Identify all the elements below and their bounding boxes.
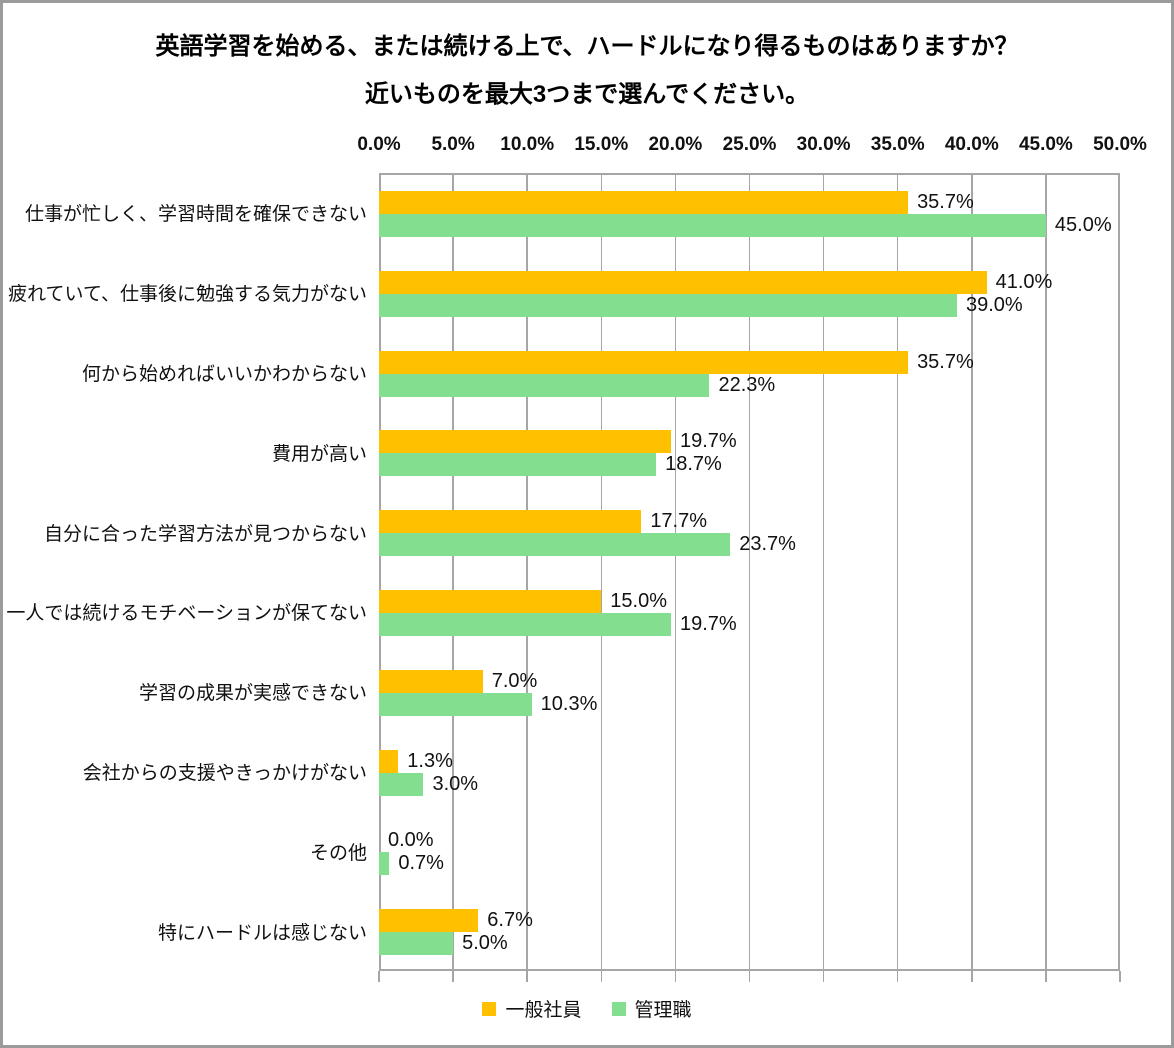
- axis-tick-mark: [452, 971, 454, 982]
- category-label: 仕事が忙しく、学習時間を確保できない: [24, 204, 367, 226]
- legend-item-general: 一般社員: [482, 995, 582, 1022]
- value-label: 3.0%: [432, 772, 479, 795]
- category-label: 疲れていて、仕事後に勉強する気力がない: [8, 284, 367, 306]
- value-label: 1.3%: [407, 749, 453, 772]
- legend-swatch-general-icon: [482, 1001, 497, 1016]
- gridline: [452, 175, 454, 969]
- legend-label-manager: 管理職: [634, 1000, 692, 1021]
- axis-tick-mark: [378, 971, 380, 982]
- axis-tick-mark: [600, 971, 603, 982]
- category-label: 費用が高い: [271, 443, 367, 465]
- x-tick-label: 50.0%: [1093, 134, 1147, 155]
- value-label: 15.0%: [610, 590, 668, 612]
- bar-general-employee: [379, 669, 483, 693]
- chart-title-line1: 英語学習を始める、または続ける上で、ハードルになり得るものはありますか？: [155, 33, 1019, 60]
- x-tick-label: 35.0%: [870, 134, 925, 155]
- value-label: 22.3%: [718, 373, 776, 396]
- axis-tick-mark: [526, 971, 528, 982]
- x-tick-label: 30.0%: [796, 134, 851, 155]
- gridline: [600, 175, 603, 969]
- bar-general-employee: [379, 909, 479, 933]
- value-label: 5.0%: [462, 932, 508, 955]
- chart-title: 英語学習を始める、または続ける上で、ハードルになり得るものはありますか？ 近いも…: [3, 23, 1171, 119]
- legend-swatch-manager-icon: [611, 1001, 626, 1016]
- bar-manager: [379, 293, 957, 317]
- axis-tick-mark: [971, 971, 973, 982]
- bar-manager: [379, 852, 390, 876]
- bar-manager: [379, 772, 424, 796]
- value-label: 18.7%: [665, 453, 722, 476]
- value-label: 41.0%: [995, 270, 1053, 293]
- gridline: [748, 175, 751, 969]
- bar-manager: [379, 692, 532, 716]
- gridline: [896, 175, 899, 969]
- value-label: 0.0%: [388, 829, 434, 852]
- value-label: 35.7%: [917, 350, 974, 373]
- bar-general-employee: [379, 510, 642, 534]
- category-label: 一人では続けるモチベーションが保てない: [6, 603, 367, 625]
- x-tick-label: 10.0%: [500, 134, 555, 155]
- value-label: 7.0%: [491, 669, 538, 692]
- value-label: 19.7%: [679, 430, 737, 453]
- bar-general-employee: [379, 430, 671, 454]
- value-label: 39.0%: [965, 293, 1023, 316]
- category-label: 何から始めればいいかわからない: [81, 363, 367, 385]
- gridline: [971, 175, 973, 969]
- bar-general-employee: [379, 350, 909, 374]
- x-tick-label: 45.0%: [1018, 134, 1073, 155]
- axis-tick-mark: [1119, 971, 1121, 982]
- bar-manager: [379, 373, 710, 397]
- x-tick-label: 40.0%: [944, 134, 999, 155]
- axis-tick-mark: [748, 971, 751, 982]
- value-label: 17.7%: [650, 510, 708, 533]
- bar-general-employee: [379, 749, 399, 773]
- category-label: その他: [309, 842, 367, 864]
- category-label: 自分に合った学習方法が見つからない: [43, 523, 367, 545]
- x-tick-label: 25.0%: [722, 134, 777, 155]
- bar-manager: [379, 214, 1046, 237]
- x-tick-label: 5.0%: [431, 134, 475, 155]
- legend-label-general: 一般社員: [505, 1000, 582, 1021]
- category-label: 会社からの支援やきっかけがない: [82, 762, 367, 784]
- gridline: [1045, 175, 1047, 969]
- value-label: 0.7%: [398, 852, 444, 875]
- x-tick-label: 20.0%: [648, 134, 703, 155]
- legend: 一般社員 管理職: [3, 995, 1171, 1022]
- value-label: 19.7%: [679, 613, 737, 635]
- bar-general-employee: [379, 191, 909, 214]
- category-label: 特にハードルは感じない: [157, 922, 367, 944]
- axis-tick-mark: [674, 971, 677, 982]
- value-label: 10.3%: [540, 692, 598, 715]
- value-label: 45.0%: [1054, 214, 1112, 236]
- bar-general-employee: [379, 270, 987, 294]
- bar-manager: [379, 533, 731, 557]
- value-label: 23.7%: [739, 533, 796, 556]
- axis-tick-mark: [896, 971, 899, 982]
- value-label: 6.7%: [487, 909, 533, 932]
- axis-tick-mark: [1045, 971, 1047, 982]
- legend-item-manager: 管理職: [611, 995, 692, 1022]
- gridline: [822, 175, 825, 969]
- bar-manager: [379, 453, 657, 477]
- bar-general-employee: [379, 590, 602, 613]
- x-tick-label: 15.0%: [574, 134, 629, 155]
- value-label: 35.7%: [917, 191, 974, 213]
- gridline: [674, 175, 677, 969]
- bar-manager: [379, 613, 671, 636]
- chart-title-line2: 近いものを最大3つまで選んでください。: [364, 81, 810, 108]
- bar-manager: [379, 932, 454, 956]
- x-tick-label: 0.0%: [357, 134, 401, 155]
- gridline: [526, 175, 528, 969]
- category-label: 学習の成果が実感できない: [138, 683, 367, 705]
- axis-tick-mark: [822, 971, 825, 982]
